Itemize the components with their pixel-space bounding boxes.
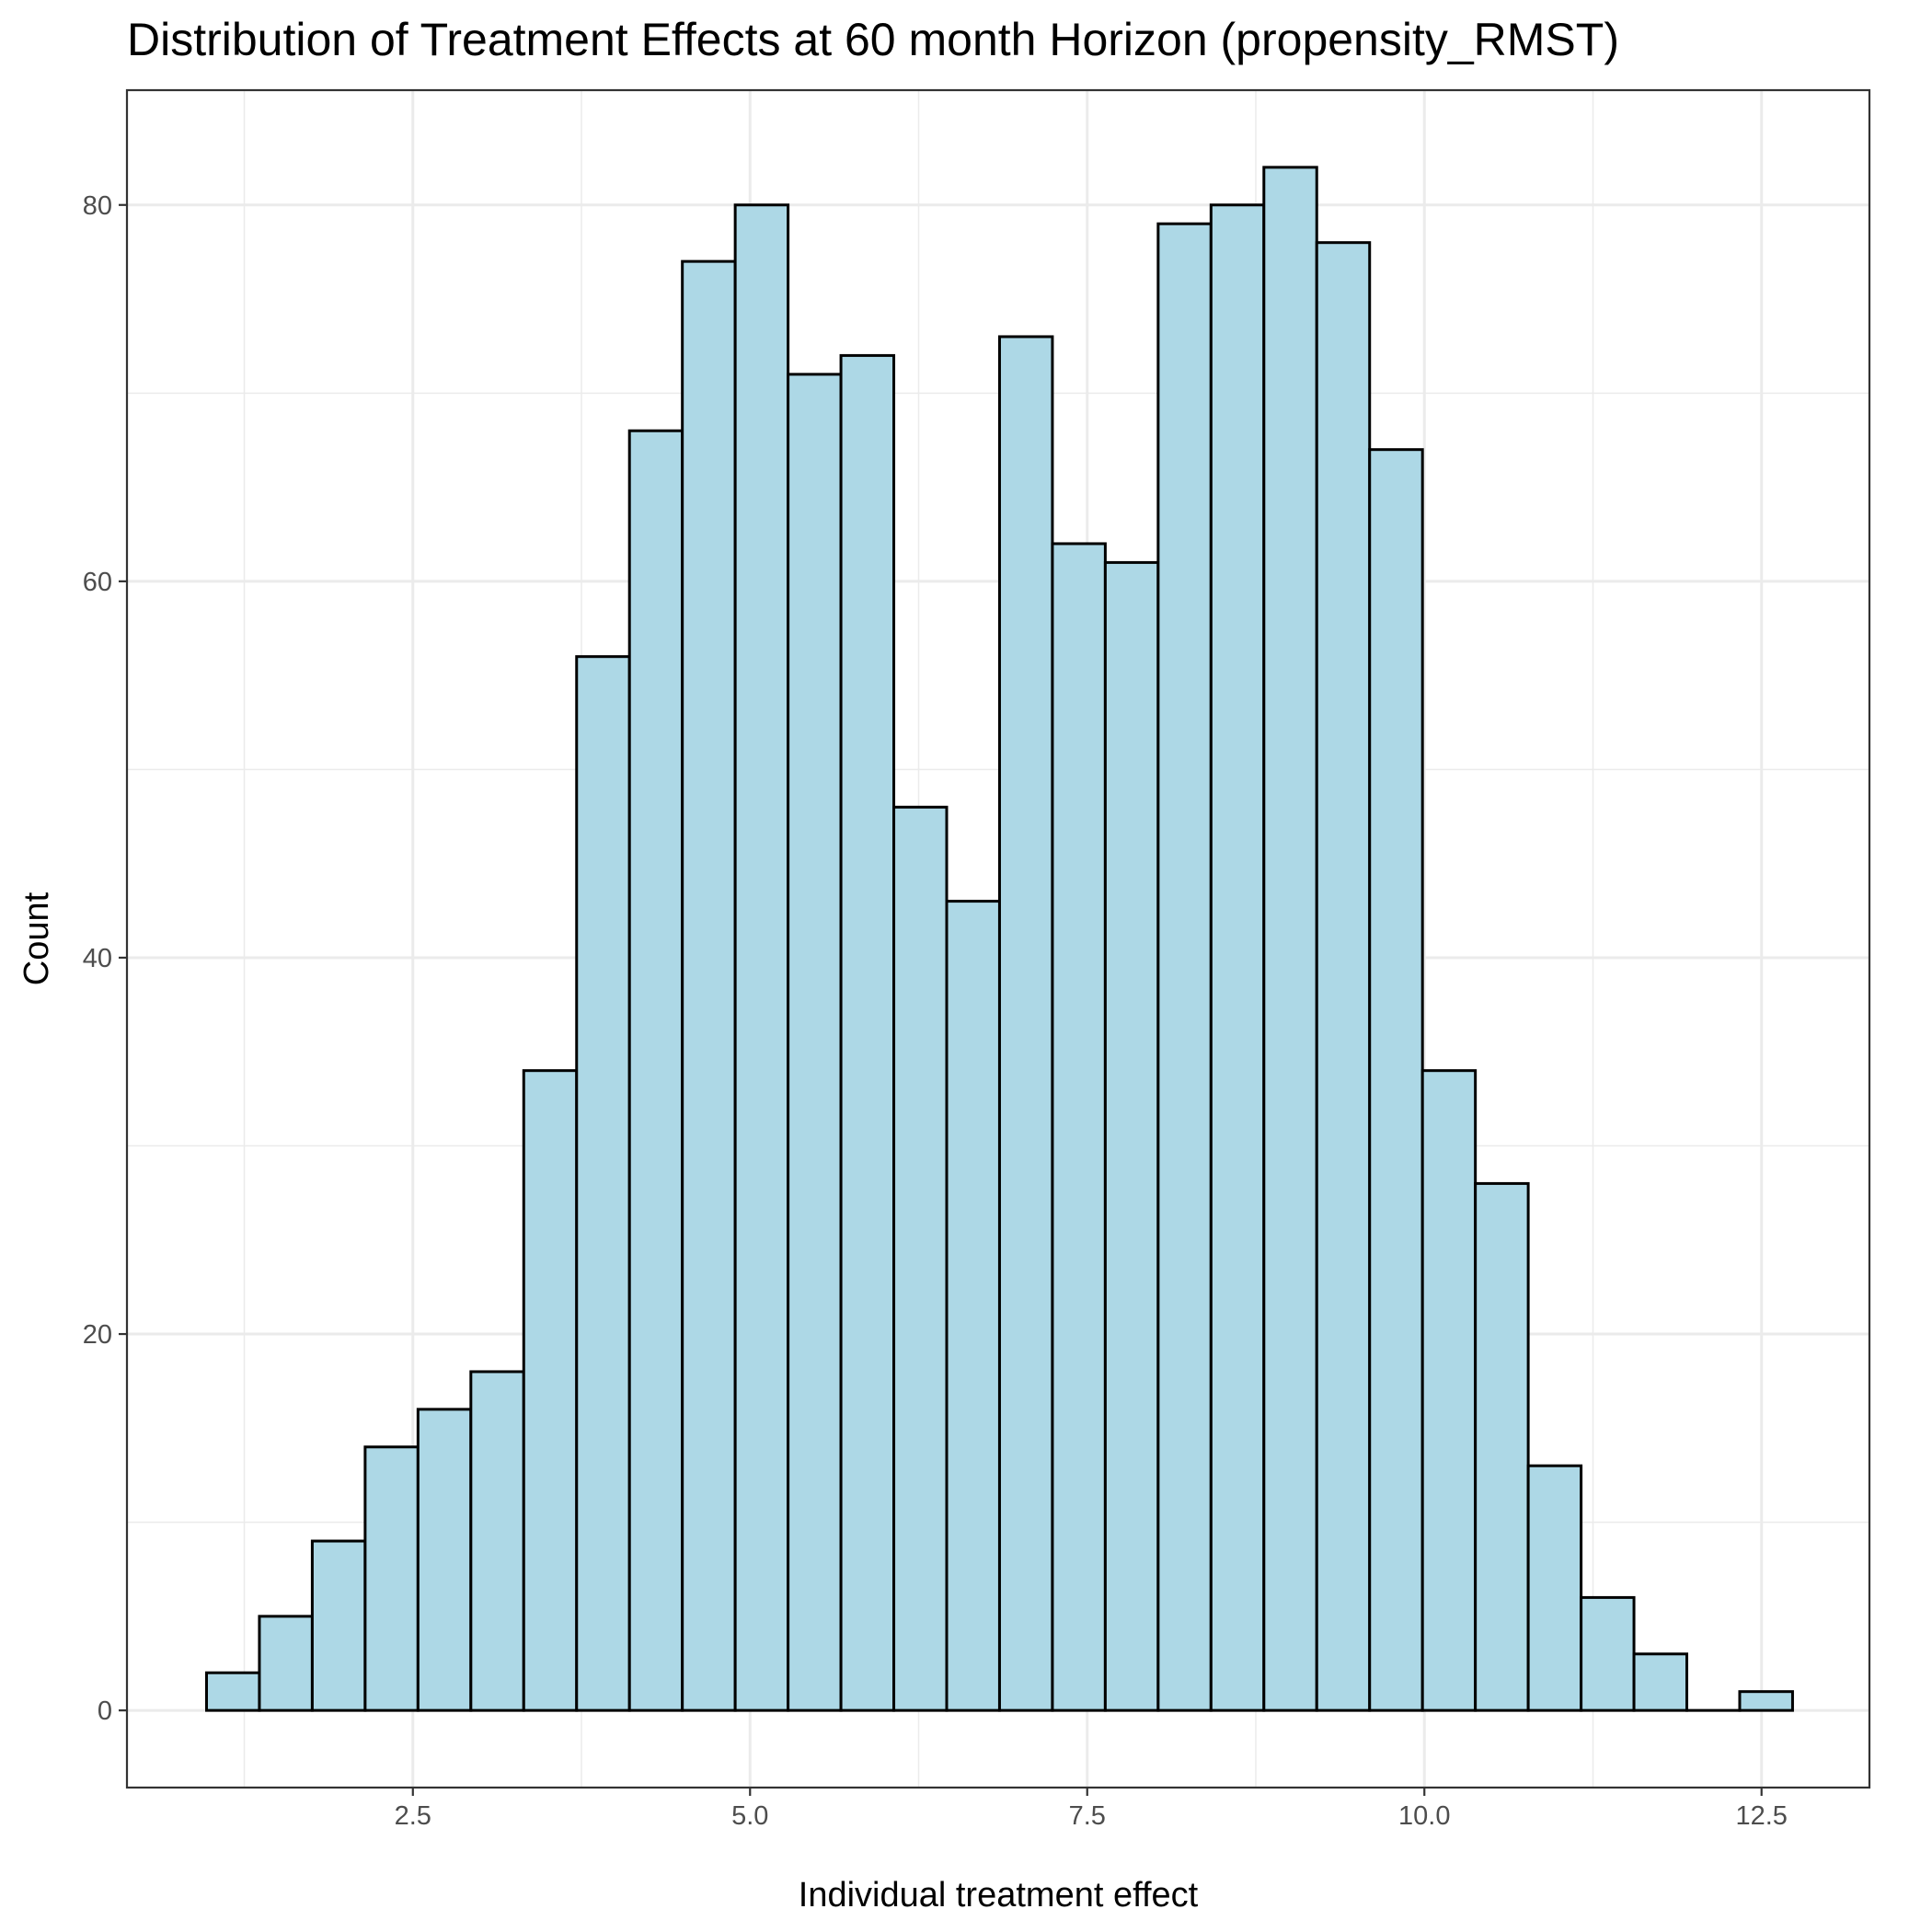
histogram-bar bbox=[1420, 1069, 1478, 1712]
histogram-bar bbox=[1580, 1595, 1636, 1712]
x-tick-label: 7.5 bbox=[1069, 1801, 1106, 1831]
histogram-bar bbox=[1051, 542, 1107, 1712]
histogram-bar bbox=[575, 655, 631, 1712]
y-axis-title: Count bbox=[17, 891, 56, 985]
histogram-bar bbox=[1156, 222, 1213, 1712]
histogram-bar bbox=[1632, 1652, 1689, 1712]
histogram-bar bbox=[310, 1539, 367, 1712]
chart-title: Distribution of Treatment Effects at 60 … bbox=[127, 14, 1619, 65]
histogram-bar bbox=[416, 1408, 473, 1712]
y-tick-label: 0 bbox=[98, 1696, 112, 1726]
y-tick-label: 60 bbox=[83, 568, 112, 597]
x-tick-label: 12.5 bbox=[1735, 1801, 1787, 1831]
histogram-bar bbox=[258, 1615, 314, 1712]
histogram-bar bbox=[681, 259, 737, 1712]
x-tick-label: 10.0 bbox=[1398, 1801, 1450, 1831]
x-tick-label: 5.0 bbox=[731, 1801, 768, 1831]
histogram-bar bbox=[1262, 166, 1318, 1712]
y-tick-label: 40 bbox=[83, 944, 112, 973]
histogram-bar bbox=[1474, 1181, 1530, 1712]
histogram-bar bbox=[522, 1069, 579, 1712]
y-tick-label: 80 bbox=[83, 191, 112, 221]
histogram-bar bbox=[627, 429, 684, 1712]
histogram-bar bbox=[204, 1671, 261, 1712]
histogram-bar bbox=[1368, 448, 1424, 1712]
histogram-bar bbox=[1103, 560, 1160, 1712]
histogram-bar bbox=[363, 1445, 420, 1712]
histogram-bar bbox=[733, 203, 790, 1712]
panel-border bbox=[125, 88, 1871, 1789]
histogram-bar bbox=[1526, 1464, 1583, 1712]
histogram-bar bbox=[1738, 1690, 1794, 1712]
histogram-bars bbox=[204, 166, 1794, 1712]
x-axis-title: Individual treatment effect bbox=[799, 1876, 1199, 1915]
histogram-bar bbox=[839, 353, 896, 1712]
x-axis: 2.5 5.0 7.5 10.0 12.5 bbox=[395, 1788, 1788, 1831]
y-axis: 0 20 40 60 80 bbox=[83, 191, 127, 1726]
histogram-bar bbox=[1209, 203, 1266, 1712]
y-tick-label: 20 bbox=[83, 1320, 112, 1350]
histogram-bar bbox=[1315, 241, 1372, 1712]
histogram-bar bbox=[469, 1370, 525, 1712]
histogram-bar bbox=[945, 900, 1001, 1712]
histogram-bar bbox=[997, 335, 1054, 1712]
x-tick-label: 2.5 bbox=[395, 1801, 431, 1831]
histogram-bar bbox=[787, 373, 843, 1712]
histogram-bar bbox=[892, 805, 949, 1712]
